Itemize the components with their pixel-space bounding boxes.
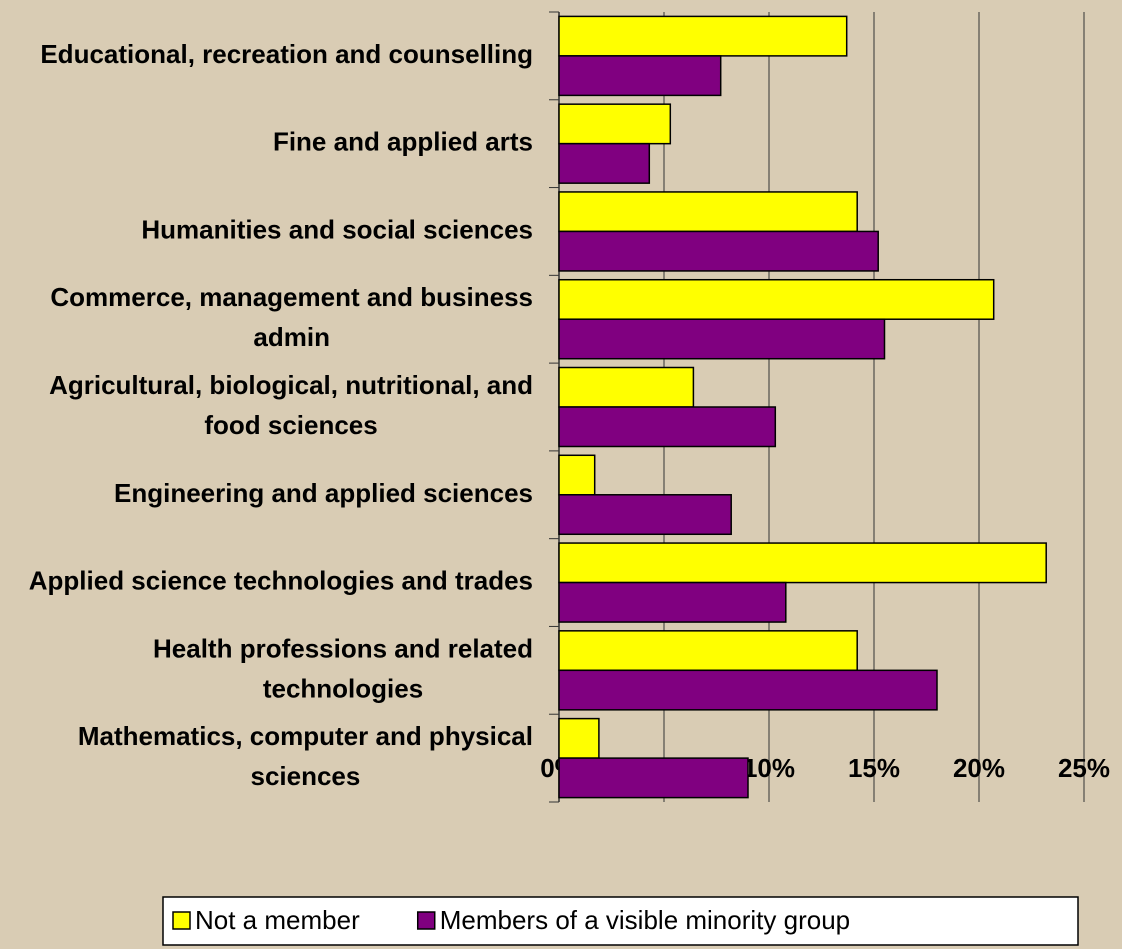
category-label: Commerce, management and business admin bbox=[50, 282, 533, 352]
bar bbox=[558, 318, 886, 360]
legend-swatch bbox=[416, 911, 436, 930]
bar bbox=[558, 494, 732, 536]
bar bbox=[558, 55, 722, 97]
category-label: Engineering and applied sciences bbox=[114, 478, 533, 508]
bar bbox=[558, 142, 651, 184]
category-label: Mathematics, computer and physical scienc… bbox=[78, 721, 533, 791]
legend-box bbox=[162, 896, 1079, 946]
bar bbox=[558, 278, 995, 320]
bar bbox=[558, 230, 879, 272]
bar bbox=[558, 454, 596, 496]
category-label: Educational, recreation and counselling bbox=[40, 39, 533, 69]
category-label: Agricultural, biological, nutritional, a… bbox=[49, 370, 533, 440]
category-label: Humanities and social sciences bbox=[141, 214, 533, 244]
legend-swatch bbox=[172, 911, 191, 930]
bar bbox=[558, 191, 858, 233]
bar bbox=[558, 103, 672, 145]
bar bbox=[558, 581, 787, 623]
bar bbox=[558, 406, 777, 448]
category-label: Health professions and related technologi… bbox=[153, 633, 533, 703]
category-label: Fine and applied arts bbox=[273, 127, 533, 157]
x-tick-label: 25% bbox=[1058, 753, 1110, 783]
bar bbox=[558, 630, 858, 672]
category-label: Applied science technologies and trades bbox=[29, 565, 533, 595]
x-tick-label: 10% bbox=[743, 753, 795, 783]
bar bbox=[558, 757, 749, 799]
x-tick-label: 20% bbox=[953, 753, 1005, 783]
bar bbox=[558, 366, 695, 408]
bar bbox=[558, 15, 848, 57]
legend-label: Not a member bbox=[195, 905, 360, 935]
bar bbox=[558, 717, 600, 759]
bar bbox=[558, 542, 1047, 584]
bar bbox=[558, 669, 938, 711]
legend-label: Members of a visible minority group bbox=[440, 905, 850, 935]
x-tick-label: 15% bbox=[848, 753, 900, 783]
